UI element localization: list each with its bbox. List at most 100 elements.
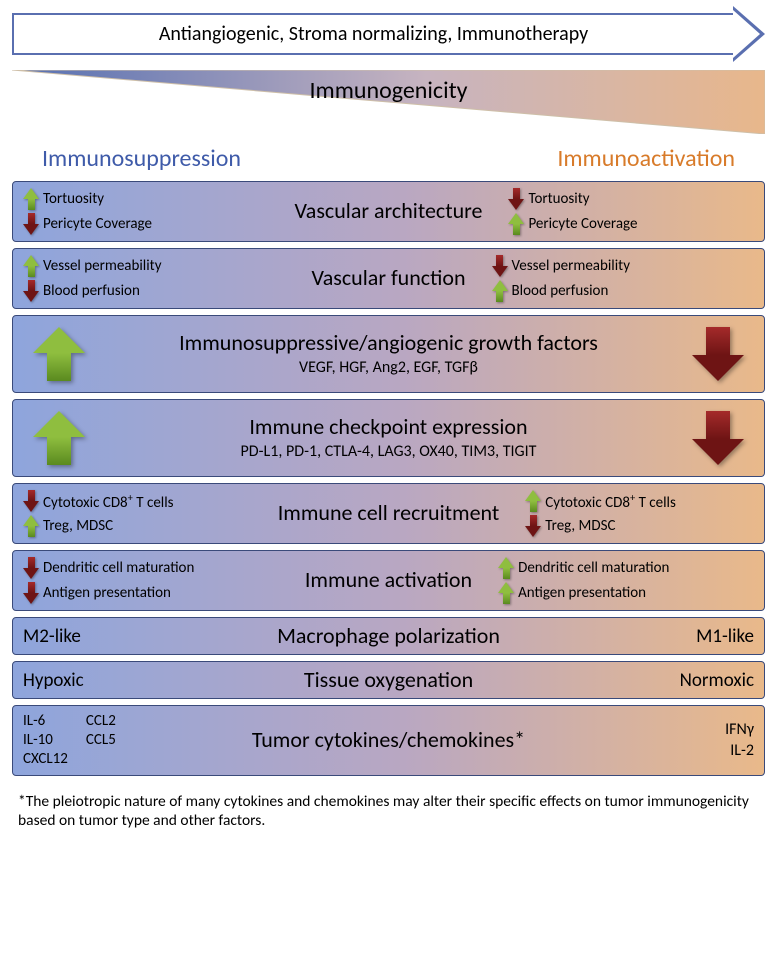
- side-item: Antigen presentation: [23, 582, 297, 604]
- row-title-block: Immunosuppressive/angiogenic growth fact…: [171, 331, 606, 376]
- side-item: Antigen presentation: [498, 582, 646, 604]
- column-headers: Immunosuppression Immunoactivation: [12, 142, 765, 173]
- up-arrow-icon: [492, 280, 508, 302]
- big-up-arrow-icon: [33, 327, 85, 381]
- row-title-block: Tissue oxygenation: [296, 668, 481, 692]
- row-title-block: Immune checkpoint expressionPD-L1, PD-1,…: [233, 415, 545, 460]
- wedge-label: Immunogenicity: [12, 76, 765, 105]
- right-big-arrow: [544, 411, 754, 465]
- side-item-text: Tortuosity: [43, 190, 104, 208]
- side-item: Cytotoxic CD8+ T cells: [23, 490, 270, 512]
- row-subtitle: VEGF, HGF, Ang2, EGF, TGFβ: [179, 358, 598, 377]
- left-side-list: Vessel permeability Blood perfusion: [23, 255, 303, 302]
- side-item-text: Antigen presentation: [43, 584, 171, 602]
- rows-list: Tortuosity Pericyte Coverage Vascular arch…: [12, 181, 765, 776]
- left-side-list: Tortuosity Pericyte Coverage: [23, 188, 287, 235]
- side-item-text: Cytotoxic CD8+ T cells: [545, 491, 676, 512]
- row-subtitle: PD-L1, PD-1, CTLA-4, LAG3, OX40, TIM3, T…: [241, 442, 537, 461]
- side-item-text: Vessel permeability: [512, 257, 630, 275]
- up-arrow-icon: [23, 188, 39, 210]
- side-item-text: Pericyte Coverage: [528, 215, 637, 233]
- therapy-arrow-label: Antiangiogenic, Stroma normalizing, Immu…: [12, 13, 733, 55]
- diagram-container: Antiangiogenic, Stroma normalizing, Immu…: [12, 10, 765, 830]
- row-title-block: Tumor cytokines/chemokines*: [244, 728, 533, 752]
- up-arrow-icon: [23, 515, 39, 537]
- down-arrow-icon: [508, 188, 524, 210]
- arrow-head-icon: [733, 6, 765, 62]
- up-arrow-icon: [498, 557, 514, 579]
- category-row: M2-like Macrophage polarization M1-like: [12, 617, 765, 655]
- left-simple-text: M2-like: [23, 625, 269, 648]
- side-item-text: Dendritic cell maturation: [43, 559, 194, 577]
- side-item-text: Blood perfusion: [512, 282, 609, 300]
- right-simple-text: Normoxic: [481, 669, 754, 692]
- left-side-list: Cytotoxic CD8+ T cells Treg, MDSC: [23, 490, 270, 537]
- side-item-text: Dendritic cell maturation: [518, 559, 669, 577]
- row-title: Tissue oxygenation: [304, 668, 473, 692]
- side-item: Treg, MDSC: [525, 515, 615, 537]
- category-row: Immune checkpoint expressionPD-L1, PD-1,…: [12, 399, 765, 477]
- side-item-text: Vessel permeability: [43, 257, 161, 275]
- side-item: Pericyte Coverage: [508, 213, 637, 235]
- row-title-block: Vascular architecture: [287, 199, 491, 223]
- up-arrow-icon: [23, 255, 39, 277]
- down-arrow-icon: [23, 557, 39, 579]
- row-title: Immune activation: [305, 568, 472, 592]
- row-title: Tumor cytokines/chemokines*: [252, 728, 525, 752]
- down-arrow-icon: [23, 213, 39, 235]
- right-cytokines: IFNγIL-2: [533, 720, 754, 762]
- side-item-text: Pericyte Coverage: [43, 215, 152, 233]
- row-title: Vascular function: [311, 266, 465, 290]
- right-side-list: Cytotoxic CD8+ T cells Treg, MDSC: [507, 490, 754, 537]
- up-arrow-icon: [498, 582, 514, 604]
- up-arrow-icon: [525, 490, 541, 512]
- side-item: Dendritic cell maturation: [23, 557, 297, 579]
- category-row: Dendritic cell maturation Antigen present…: [12, 550, 765, 611]
- side-item: Vessel permeability: [23, 255, 303, 277]
- category-row: Hypoxic Tissue oxygenation Normoxic: [12, 661, 765, 699]
- side-item-text: Tortuosity: [528, 190, 589, 208]
- side-item-text: Treg, MDSC: [545, 517, 615, 535]
- right-side-list: Tortuosity Pericyte Coverage: [490, 188, 754, 235]
- big-down-arrow-icon: [692, 411, 744, 465]
- row-title-block: Immune cell recruitment: [270, 501, 508, 525]
- row-title-block: Macrophage polarization: [269, 624, 508, 648]
- category-row: IL-6IL-10CXCL12CCL2CCL5 Tumor cytokines/c…: [12, 705, 765, 775]
- right-side-list: Vessel permeability Blood perfusion: [474, 255, 754, 302]
- row-title-block: Vascular function: [303, 266, 473, 290]
- side-item: Dendritic cell maturation: [498, 557, 669, 579]
- down-arrow-icon: [23, 582, 39, 604]
- left-side-list: Dendritic cell maturation Antigen present…: [23, 557, 297, 604]
- category-row: Immunosuppressive/angiogenic growth fact…: [12, 315, 765, 393]
- side-item-text: Cytotoxic CD8+ T cells: [43, 491, 174, 512]
- side-item-text: Blood perfusion: [43, 282, 140, 300]
- side-item: Blood perfusion: [23, 280, 303, 302]
- right-simple-text: M1-like: [508, 625, 754, 648]
- side-item: Treg, MDSC: [23, 515, 270, 537]
- therapy-arrow: Antiangiogenic, Stroma normalizing, Immu…: [12, 10, 765, 58]
- left-column-head: Immunosuppression: [42, 144, 241, 173]
- category-row: Cytotoxic CD8+ T cells Treg, MDSC Immune c…: [12, 483, 765, 544]
- row-title: Vascular architecture: [295, 199, 483, 223]
- row-title: Immune cell recruitment: [278, 501, 500, 525]
- down-arrow-icon: [23, 490, 39, 512]
- right-column-head: Immunoactivation: [557, 144, 735, 173]
- side-item-text: Antigen presentation: [518, 584, 646, 602]
- big-up-arrow-icon: [33, 411, 85, 465]
- right-big-arrow: [606, 327, 754, 381]
- side-item-text: Treg, MDSC: [43, 517, 113, 535]
- side-item: Tortuosity: [508, 188, 589, 210]
- immunogenicity-wedge: Immunogenicity: [12, 70, 765, 134]
- left-cytokines: IL-6IL-10CXCL12CCL2CCL5: [23, 712, 244, 768]
- down-arrow-icon: [492, 255, 508, 277]
- down-arrow-icon: [525, 515, 541, 537]
- side-item: Blood perfusion: [492, 280, 609, 302]
- left-big-arrow: [23, 327, 171, 381]
- down-arrow-icon: [23, 280, 39, 302]
- right-side-list: Dendritic cell maturation Antigen present…: [480, 557, 754, 604]
- row-title: Immunosuppressive/angiogenic growth fact…: [179, 331, 598, 355]
- side-item: Tortuosity: [23, 188, 287, 210]
- left-simple-text: Hypoxic: [23, 669, 296, 692]
- row-title: Macrophage polarization: [277, 624, 500, 648]
- category-row: Tortuosity Pericyte Coverage Vascular arch…: [12, 181, 765, 242]
